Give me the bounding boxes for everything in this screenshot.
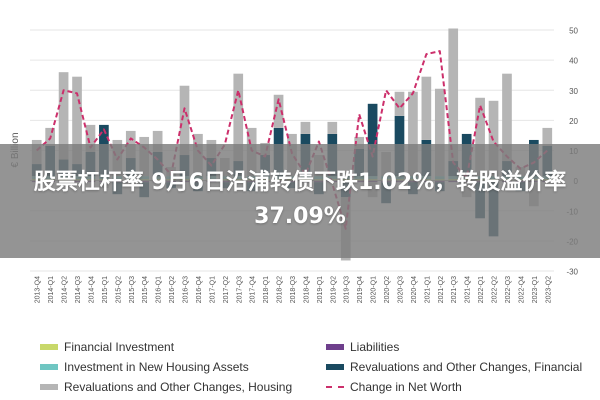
legend-label: Investment in New Housing Assets: [64, 360, 249, 374]
x-tick-label: 2017-Q2: [223, 276, 230, 303]
bar-segment: [327, 121, 338, 134]
legend-swatch: [40, 343, 58, 350]
bar-segment: [488, 100, 499, 177]
legend-swatch: [326, 343, 344, 350]
x-tick-label: 2018-Q4: [303, 276, 310, 303]
x-tick-label: 2018-Q1: [263, 276, 270, 303]
x-tick-label: 2020-Q3: [397, 276, 404, 303]
legend-item-revaluations-financial: Revaluations and Other Changes, Financia…: [326, 358, 582, 376]
x-tick-label: 2021-Q4: [465, 276, 472, 303]
x-tick-label: 2022-Q1: [478, 276, 485, 303]
x-tick-label: 2015-Q4: [142, 276, 149, 303]
x-tick-label: 2015-Q2: [115, 276, 122, 303]
legend-item-revaluations-housing: Revaluations and Other Changes, Housing: [40, 378, 292, 396]
legend-label: Revaluations and Other Changes, Financia…: [350, 360, 583, 374]
bar-segment: [354, 136, 365, 149]
headline-text: 股票杠杆率 9月6日沿浦转债下跌1.02%，转股溢价率37.09%: [33, 170, 567, 229]
x-tick-label: 2015-Q3: [129, 276, 136, 303]
x-tick-label: 2014-Q2: [62, 276, 69, 303]
legend-item-liabilities: Liabilities: [326, 338, 399, 356]
y-tick-label: 40: [569, 57, 578, 66]
x-tick-label: 2014-Q3: [75, 276, 82, 303]
x-tick-label: 2016-Q3: [183, 276, 190, 303]
legend-swatch: [40, 383, 58, 390]
legend-item-financial-investment: Financial Investment: [40, 338, 174, 356]
x-tick-label: 2013-Q4: [35, 276, 42, 303]
bar-segment: [475, 97, 485, 177]
chart-legend: Financial Investment Liabilities Investm…: [0, 332, 600, 400]
x-tick-label: 2019-Q2: [330, 276, 337, 303]
y-tick-label: 50: [569, 27, 578, 36]
legend-swatch: [40, 363, 58, 370]
legend-label: Financial Investment: [64, 340, 175, 354]
x-tick-label: 2016-Q2: [169, 276, 176, 303]
bar-segment: [58, 72, 69, 160]
bar-segment: [421, 76, 432, 140]
legend-swatch: [326, 363, 344, 370]
x-tick-label: 2020-Q2: [384, 276, 391, 303]
bar-segment: [72, 76, 82, 165]
x-tick-label: 2019-Q1: [317, 276, 324, 303]
x-tick-label: 2022-Q3: [505, 276, 512, 303]
y-tick-label: -30: [566, 268, 578, 277]
bar-segment: [152, 130, 163, 153]
x-tick-label: 2022-Q2: [492, 276, 499, 303]
legend-label: Revaluations and Other Changes, Housing: [64, 380, 293, 394]
bar-segment: [434, 88, 445, 177]
x-tick-label: 2015-Q1: [102, 276, 109, 303]
bar-segment: [408, 91, 418, 177]
bar-segment: [179, 85, 190, 156]
y-tick-label: 20: [569, 117, 578, 126]
x-tick-label: 2021-Q2: [438, 276, 445, 303]
x-tick-label: 2022-Q4: [518, 276, 525, 303]
x-tick-label: 2020-Q1: [371, 276, 378, 303]
headline-banner: 股票杠杆率 9月6日沿浦转债下跌1.02%，转股溢价率37.09%: [0, 144, 600, 258]
legend-label: Change in Net Worth: [350, 380, 462, 394]
y-tick-label: 30: [569, 87, 578, 96]
bar-segment: [273, 94, 284, 128]
bar-segment: [394, 91, 405, 116]
bar-segment: [367, 103, 378, 177]
x-tick-label: 2023-Q1: [532, 276, 539, 303]
bar-segment: [502, 73, 512, 162]
x-tick-label: 2019-Q4: [357, 276, 364, 303]
x-tick-label: 2021-Q1: [424, 276, 431, 303]
x-tick-label: 2018-Q3: [290, 276, 297, 303]
x-tick-label: 2016-Q1: [156, 276, 163, 303]
x-tick-label: 2017-Q3: [236, 276, 243, 303]
bar-segment: [542, 127, 553, 146]
bar-segment: [300, 121, 311, 134]
x-tick-label: 2017-Q4: [250, 276, 257, 303]
x-tick-label: 2019-Q3: [344, 276, 351, 303]
legend-label: Liabilities: [350, 340, 400, 354]
x-tick-label: 2016-Q4: [196, 276, 203, 303]
x-tick-label: 2017-Q1: [209, 276, 216, 303]
legend-dash-line: [326, 385, 344, 388]
x-tick-label: 2014-Q4: [88, 276, 95, 303]
legend-item-new-housing: Investment in New Housing Assets: [40, 358, 249, 376]
bar-segment: [85, 124, 96, 153]
x-tick-label: 2018-Q2: [277, 276, 284, 303]
x-tick-label: 2021-Q3: [451, 276, 458, 303]
x-tick-label: 2020-Q4: [411, 276, 418, 303]
bar-segment: [448, 28, 459, 162]
x-tick-label: 2014-Q1: [48, 276, 55, 303]
legend-item-change-net-worth: Change in Net Worth: [326, 378, 462, 396]
x-tick-label: 2023-Q2: [545, 276, 552, 303]
bar-segment: [233, 73, 244, 162]
